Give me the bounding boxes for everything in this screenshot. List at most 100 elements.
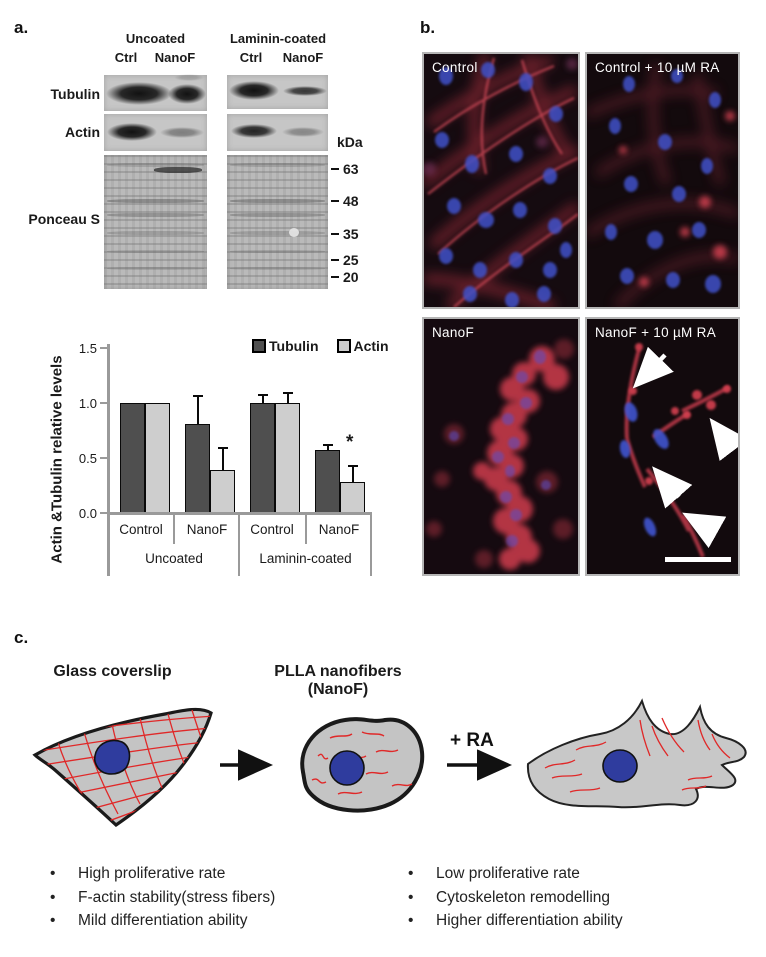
list-item: • Mild differentiation ability (48, 909, 368, 933)
error-bar-cap (217, 447, 228, 449)
bullet-text: Higher differentiation ability (436, 912, 623, 929)
legend-item-tubulin: Tubulin (252, 338, 319, 354)
error-bar (261, 394, 264, 403)
chart-right-border (370, 514, 372, 576)
blot-group-header-laminin: Laminin-coated (229, 31, 327, 46)
bullet-dot: • (408, 888, 414, 906)
bullet-dot: • (408, 865, 414, 882)
blot-tubulin-laminin (227, 75, 328, 109)
nucleus (602, 749, 638, 783)
fluorescence-image-control-ra (587, 54, 738, 307)
bullet-list-nanof: • Low proliferative rate • Cytoskeleton re… (406, 862, 726, 933)
error-bar (326, 444, 329, 450)
kda-tick (331, 200, 339, 202)
error-bar (351, 465, 354, 482)
xcat-control-uncoated: Control (119, 522, 163, 537)
xgroup-uncoated: Uncoated (145, 551, 203, 566)
error-bar (221, 447, 224, 470)
kda-tick (331, 259, 339, 261)
error-bar (286, 392, 289, 403)
error-bar-cap (282, 392, 293, 394)
ytick-0-0: 0.0 (78, 506, 97, 521)
bar-actin-2 (275, 403, 300, 513)
bullet-list-glass: • High proliferative rate • F-actin stabil… (48, 862, 368, 933)
y-tick-mark (100, 512, 108, 514)
nucleus (93, 739, 131, 775)
blot-row-label-tubulin: Tubulin (50, 86, 101, 102)
list-item: • Higher differentiation ability (406, 909, 726, 933)
list-item: • High proliferative rate (48, 862, 368, 886)
panel-c-label: c. (14, 628, 29, 647)
panel-a-label: a. (14, 18, 29, 37)
y-axis-line (107, 344, 110, 576)
nucleus (329, 750, 365, 786)
category-separator (305, 514, 307, 544)
lane-label-ctrl-uncoated: Ctrl (114, 50, 138, 65)
ytick-0-5: 0.5 (78, 451, 97, 466)
fluorescence-image-nanof (424, 319, 578, 574)
xgroup-laminin: Laminin-coated (259, 551, 352, 566)
lane-label-nanof-laminin: NanoF (282, 50, 324, 65)
kda-marker-25: 25 (331, 252, 359, 268)
bullet-dot: • (50, 865, 56, 882)
significance-asterisk: * (346, 432, 354, 453)
micrograph-nanof-ra: NanoF + 10 µM RA (585, 317, 740, 576)
cell-nanof-ra-differentiated (526, 698, 747, 809)
x-axis-line (107, 512, 372, 515)
bullet-text: Low proliferative rate (436, 865, 580, 882)
chart-y-axis-title: Actin &Tubulin relative levels (48, 355, 66, 564)
bar-actin-0 (145, 403, 170, 513)
heading-glass-coverslip: Glass coverslip (53, 663, 172, 680)
blot-row-label-actin: Actin (65, 124, 100, 140)
legend-label-tubulin: Tubulin (269, 338, 319, 354)
annotation-arrows (632, 346, 738, 549)
bullet-text: High proliferative rate (78, 865, 226, 882)
bar-tubulin-2 (250, 403, 275, 513)
list-item: • Cytoskeleton remodelling (406, 886, 726, 910)
kda-marker-35: 35 (331, 226, 359, 242)
kda-marker-20: 20 (331, 269, 359, 285)
bullet-dot: • (50, 888, 56, 906)
legend-label-actin: Actin (353, 338, 389, 354)
blot-actin-uncoated (104, 114, 207, 151)
bullet-text: F-actin stability(stress fibers) (78, 888, 276, 906)
cell-nanof-round (300, 717, 425, 813)
xcat-nanof-uncoated: NanoF (186, 522, 228, 537)
cell-glass-coverslip (32, 707, 213, 828)
bar-tubulin-1 (185, 424, 210, 513)
kda-marker-48: 48 (331, 193, 359, 209)
y-tick-mark (100, 402, 108, 404)
cell-diagram: + RA (32, 698, 747, 828)
micrograph-nanof-title: NanoF (432, 325, 475, 340)
error-bar-cap (257, 394, 268, 396)
blot-tubulin-uncoated (104, 74, 207, 111)
ytick-1-5: 1.5 (78, 341, 97, 356)
micrograph-control-ra: Control + 10 µM RA (585, 52, 740, 309)
heading-plla-nanofibers: PLLA nanofibers (NanoF) (274, 663, 402, 698)
y-tick-mark (100, 457, 108, 459)
micrograph-nanof: NanoF (422, 317, 580, 576)
list-item: • F-actin stability(stress fibers) (48, 886, 368, 910)
micrograph-control: Control (422, 52, 580, 309)
bar-actin-3 (340, 482, 365, 513)
actin-squiggles (544, 717, 731, 793)
ra-treatment-label: + RA (450, 730, 494, 751)
lane-label-nanof-uncoated: NanoF (154, 50, 196, 65)
kda-marker-63: 63 (331, 161, 359, 177)
y-tick-mark (100, 347, 108, 349)
fluorescence-image-nanof-ra (587, 319, 738, 574)
bullet-dot: • (408, 912, 414, 929)
bar-actin-1 (210, 470, 235, 513)
legend-swatch-actin (336, 339, 351, 353)
blot-row-label-ponceau: Ponceau S (28, 211, 100, 227)
blot-ponceau-uncoated (104, 155, 207, 289)
kda-tick (331, 168, 339, 170)
category-separator (173, 514, 175, 544)
fluorescence-image-control (424, 54, 578, 307)
bullet-dot: • (50, 912, 56, 929)
scale-bar (665, 557, 731, 562)
list-item: • Low proliferative rate (406, 862, 726, 886)
kda-tick (331, 233, 339, 235)
blot-ponceau-laminin (227, 155, 328, 289)
